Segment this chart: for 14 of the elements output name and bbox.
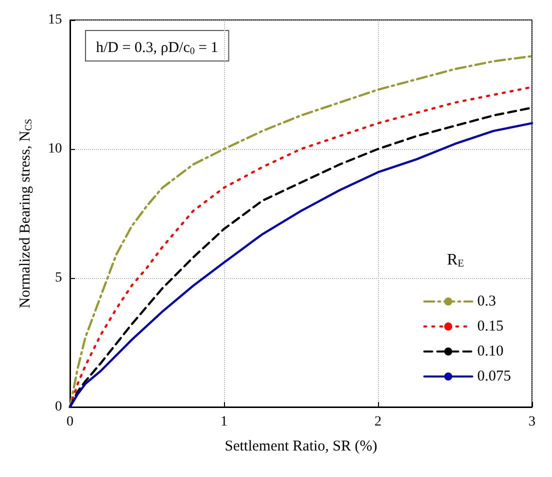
y-axis-title: Normalized Bearing stress, NCS [17,118,34,308]
legend-label: 0.075 [477,368,511,384]
x-tick-label: 0 [66,414,74,430]
x-tick-label: 1 [220,414,228,430]
legend-label: 0.10 [477,344,504,360]
y-tick-label: 5 [55,270,62,286]
x-axis-title: Settlement Ratio, SR (%) [224,438,378,454]
legend-label: 0.3 [477,294,496,310]
legend-label: 0.15 [477,318,504,334]
y-tick-label: 15 [48,12,62,28]
x-tick-label: 2 [374,414,382,430]
y-tick-label: 10 [48,142,62,156]
x-tick-label: 3 [528,414,536,430]
y-tick-label: 0 [55,400,62,414]
